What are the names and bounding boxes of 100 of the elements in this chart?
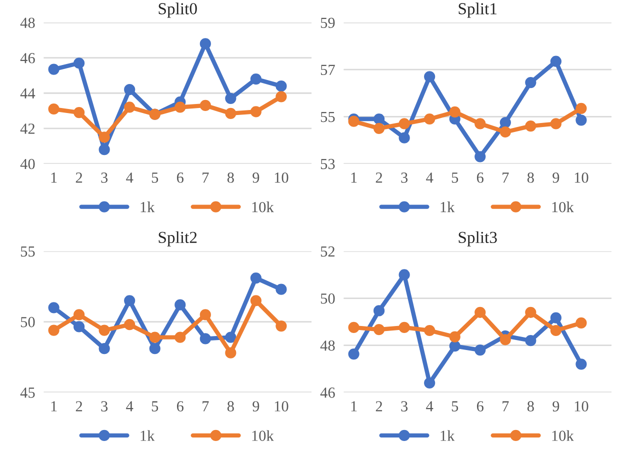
point: [48, 103, 60, 115]
y-tick-label: 40: [20, 158, 35, 170]
point: [373, 113, 385, 125]
y-tick-label: 46: [20, 53, 35, 64]
x-tick-label: 9: [552, 401, 560, 412]
point: [398, 118, 410, 130]
point: [98, 324, 110, 336]
x-tick-label: 9: [552, 172, 560, 183]
point: [48, 302, 60, 314]
point: [174, 102, 186, 113]
point: [424, 377, 436, 389]
x-tick-label: 7: [502, 172, 509, 183]
point: [124, 295, 136, 306]
point: [398, 269, 410, 280]
x-tick-label: 2: [376, 172, 382, 183]
y-tick-label: 57: [320, 64, 335, 76]
y-tick-label: 50: [20, 316, 35, 328]
point: [348, 348, 360, 360]
x-tick-label: 5: [152, 401, 158, 412]
x-tick-label: 4: [426, 401, 434, 412]
x-tick-label: 2: [376, 401, 382, 412]
y-tick-label: 44: [20, 88, 36, 98]
x-tick-label: 4: [126, 172, 134, 183]
point: [550, 118, 562, 130]
point: [98, 132, 110, 143]
point: [424, 71, 436, 82]
point: [98, 343, 110, 354]
point: [550, 312, 562, 324]
point: [500, 116, 511, 128]
x-tick-label: 3: [101, 401, 108, 412]
point: [225, 92, 236, 104]
point: [576, 317, 587, 329]
x-tick-label: 8: [227, 172, 234, 183]
point: [424, 113, 436, 125]
point: [449, 340, 460, 352]
y-tick-label: 42: [20, 124, 35, 134]
legend-label: 1k: [440, 202, 455, 212]
chart-title: Split3: [458, 231, 497, 246]
y-tick-label: 53: [320, 158, 335, 170]
point: [449, 106, 460, 118]
point: [200, 100, 211, 112]
point: [276, 284, 287, 295]
point: [174, 299, 186, 310]
x-tick-label: 9: [252, 172, 260, 183]
point: [474, 151, 486, 162]
x-tick-label: 6: [176, 401, 184, 412]
point: [373, 324, 385, 336]
point: [124, 102, 136, 113]
x-tick-label: 9: [252, 401, 260, 412]
point: [398, 322, 410, 333]
chart-title: Split2: [158, 231, 197, 246]
y-tick-label: 55: [320, 112, 335, 122]
point: [525, 120, 536, 132]
x-tick-label: 4: [426, 172, 434, 183]
point: [149, 343, 160, 354]
x-tick-label: 3: [101, 172, 108, 183]
legend-label: 1k: [140, 202, 155, 212]
point: [124, 84, 136, 96]
x-tick-label: 1: [51, 401, 57, 412]
point: [124, 319, 136, 330]
point: [373, 122, 385, 134]
x-tick-label: 3: [401, 401, 408, 412]
point: [550, 324, 562, 336]
x-tick-label: 10: [274, 172, 288, 183]
x-tick-label: 5: [452, 172, 458, 183]
point: [550, 56, 562, 67]
y-tick-label: 52: [320, 246, 334, 257]
chart-title: Split1: [458, 2, 497, 18]
x-tick-label: 7: [502, 401, 509, 412]
legend-label: 10k: [252, 430, 274, 441]
y-tick-label: 48: [20, 18, 35, 28]
point: [474, 344, 486, 356]
legend-label: 1k: [440, 430, 455, 441]
x-tick-label: 4: [126, 401, 134, 412]
point: [474, 118, 486, 130]
point: [250, 106, 262, 118]
chart-title: Split0: [158, 2, 197, 18]
point: [225, 332, 236, 343]
x-tick-label: 1: [351, 401, 357, 412]
point: [74, 106, 85, 118]
point: [348, 116, 360, 127]
y-tick-label: 46: [320, 388, 335, 398]
point: [525, 335, 536, 346]
point: [576, 102, 587, 114]
point: [576, 358, 587, 370]
x-tick-label: 7: [202, 172, 209, 183]
point: [174, 332, 186, 343]
x-tick-label: 5: [452, 401, 458, 412]
x-tick-label: 10: [574, 401, 588, 412]
x-tick-label: 8: [527, 172, 534, 183]
x-tick-label: 6: [176, 172, 184, 183]
point: [200, 333, 211, 344]
point: [276, 91, 287, 102]
point: [250, 73, 262, 85]
point: [149, 332, 160, 343]
y-tick-label: 45: [20, 388, 35, 398]
point: [398, 132, 410, 144]
x-tick-label: 1: [351, 172, 357, 183]
point: [74, 321, 85, 332]
x-tick-label: 7: [202, 401, 209, 412]
